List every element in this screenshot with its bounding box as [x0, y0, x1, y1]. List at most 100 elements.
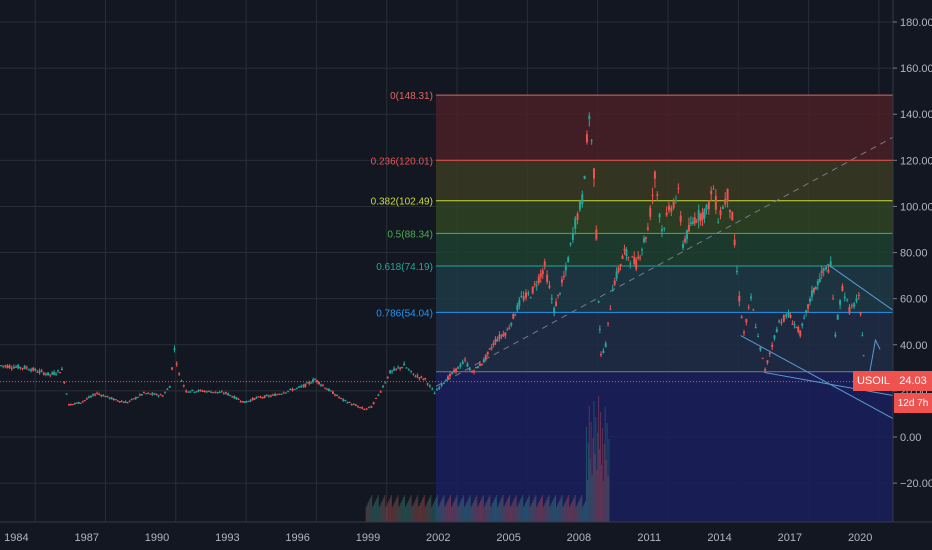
volume-bar	[597, 433, 599, 522]
candle-body	[8, 365, 11, 368]
candle-body	[604, 343, 607, 348]
candle-body	[684, 238, 687, 242]
candle-body	[525, 292, 528, 298]
volume-bar	[492, 503, 494, 522]
candle-body	[382, 386, 385, 388]
volume-bar	[495, 495, 497, 522]
candle-body	[132, 398, 135, 400]
volume-bar	[390, 495, 392, 522]
candle-body	[841, 285, 844, 291]
volume-bar	[548, 495, 550, 522]
price-tick-label: 100.00	[900, 201, 932, 213]
volume-bar	[450, 495, 452, 522]
candle-body	[471, 370, 474, 373]
volume-bar	[575, 507, 577, 522]
candle-body	[386, 376, 389, 379]
volume-bar	[569, 507, 571, 522]
candle-body	[541, 270, 544, 275]
volume-bar	[367, 503, 369, 522]
volume-bar	[598, 396, 600, 522]
candle-body	[440, 383, 443, 386]
candle-body	[104, 396, 107, 398]
volume-bar	[465, 503, 467, 522]
candle-body	[735, 270, 738, 272]
candle-body	[752, 309, 755, 311]
time-tick-label: 2011	[637, 532, 661, 544]
volume-bar	[583, 505, 585, 522]
candle-body	[518, 299, 521, 306]
candle-body	[83, 400, 86, 402]
candle-body	[609, 308, 612, 310]
volume-bar	[511, 503, 513, 522]
candle-body	[850, 305, 853, 307]
candle-body	[342, 399, 345, 401]
volume-bar	[412, 505, 414, 522]
candle-body	[424, 378, 427, 380]
candle-body	[96, 392, 99, 394]
candle-body	[578, 201, 581, 210]
time-tick-label: 1999	[356, 532, 380, 544]
candle-body	[214, 391, 217, 393]
candle-body	[379, 391, 382, 393]
volume-bar	[465, 505, 467, 522]
volume-bar	[383, 497, 385, 522]
volume-bar	[502, 495, 504, 522]
volume-bar	[466, 501, 468, 522]
candle-body	[750, 296, 753, 299]
volume-bar	[440, 501, 442, 522]
candle-body	[393, 368, 396, 371]
candle-body	[265, 395, 268, 397]
last-price-badge: 24.03	[894, 371, 932, 391]
candle-body	[810, 290, 813, 297]
volume-bar	[496, 507, 498, 522]
candle-body	[302, 385, 305, 387]
candle-body	[391, 370, 394, 372]
volume-bar	[471, 505, 473, 522]
volume-bar	[405, 507, 407, 522]
candle-body	[58, 372, 61, 374]
candle-body	[592, 168, 595, 179]
volume-bar	[510, 505, 512, 522]
volume-bar	[561, 495, 563, 522]
candle-body	[757, 336, 760, 338]
channel-line-upper	[827, 263, 894, 311]
candle-body	[799, 330, 802, 337]
volume-bar	[549, 507, 551, 522]
candle-body	[201, 390, 204, 392]
volume-bar	[525, 501, 527, 522]
volume-bar	[370, 497, 372, 522]
candle-body	[118, 401, 121, 403]
candle-body	[529, 297, 532, 299]
volume-bar	[442, 497, 444, 522]
candle-body	[350, 404, 353, 406]
volume-bar	[477, 507, 479, 522]
candle-body	[633, 257, 636, 264]
volume-bar	[542, 507, 544, 522]
time-tick-label: 2005	[496, 532, 520, 544]
candle-body	[805, 310, 808, 313]
volume-bar	[578, 501, 580, 522]
candle-body	[832, 298, 835, 300]
candle-body	[25, 367, 28, 369]
candle-body	[567, 257, 570, 263]
candle-body	[691, 221, 694, 224]
candle-body	[859, 312, 862, 315]
candle-body	[94, 394, 97, 396]
volume-bar	[444, 507, 446, 522]
candle-body	[535, 285, 538, 287]
candle-body	[329, 390, 332, 392]
volume-bar	[476, 495, 478, 522]
volume-bar	[420, 501, 422, 522]
candle-body	[444, 380, 447, 382]
candle-body	[543, 261, 546, 266]
candle-body	[490, 347, 493, 349]
candle-body	[210, 391, 213, 393]
candle-body	[321, 385, 324, 387]
candle-body	[271, 394, 274, 396]
candle-body	[461, 361, 464, 364]
volume-bar	[446, 503, 448, 522]
volume-bar	[423, 495, 425, 522]
candle-body	[611, 289, 614, 292]
volume-bar	[506, 501, 508, 522]
